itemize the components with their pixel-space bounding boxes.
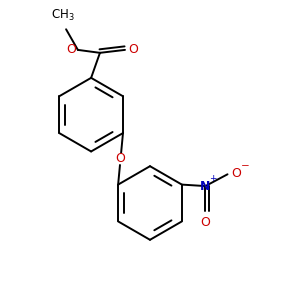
Text: −: − [241, 161, 250, 171]
Text: CH$_3$: CH$_3$ [51, 8, 75, 23]
Text: O: O [200, 215, 210, 229]
Text: O: O [128, 43, 138, 56]
Text: N: N [200, 180, 211, 193]
Text: O: O [231, 167, 241, 180]
Text: O: O [116, 152, 125, 165]
Text: +: + [209, 173, 217, 182]
Text: O: O [67, 43, 76, 56]
